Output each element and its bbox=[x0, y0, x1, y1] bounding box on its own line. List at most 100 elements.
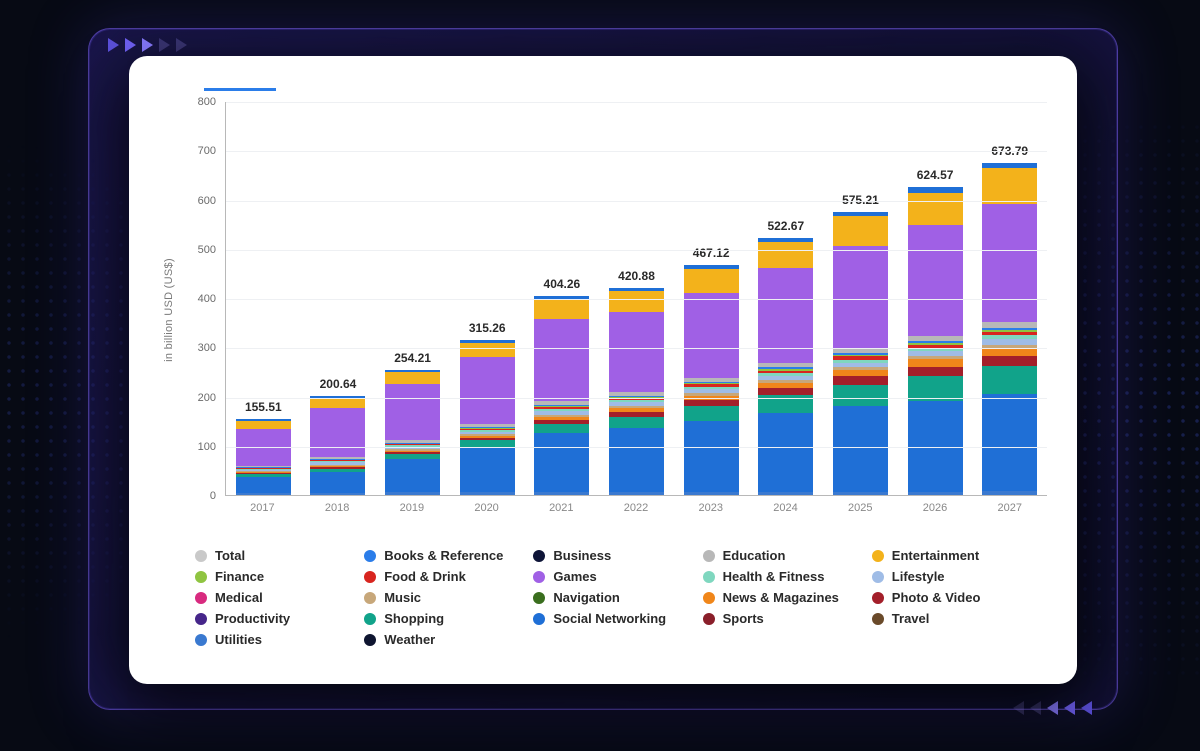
legend-item[interactable]: Health & Fitness bbox=[703, 569, 868, 584]
y-tick-label: 700 bbox=[198, 145, 216, 157]
x-tick-label: 2018 bbox=[300, 496, 375, 518]
bar-segment-entertainment bbox=[609, 291, 664, 312]
legend-item[interactable]: Finance bbox=[195, 569, 360, 584]
legend-swatch bbox=[364, 634, 376, 646]
legend-swatch bbox=[195, 550, 207, 562]
legend-item[interactable]: Photo & Video bbox=[872, 590, 1037, 605]
decor-triangles-bottom bbox=[1013, 701, 1092, 715]
legend-item[interactable]: Games bbox=[533, 569, 698, 584]
legend-label: Total bbox=[215, 548, 245, 563]
bar-segment-games bbox=[684, 293, 739, 378]
bar-segment-utilities bbox=[310, 493, 365, 495]
legend-item[interactable]: Entertainment bbox=[872, 548, 1037, 563]
legend-label: Books & Reference bbox=[384, 548, 503, 563]
bar[interactable]: 200.64 bbox=[301, 396, 376, 495]
legend-swatch bbox=[533, 592, 545, 604]
decor-triangles-top bbox=[108, 38, 187, 52]
bar-stack: 522.67 bbox=[758, 238, 813, 495]
legend-item[interactable]: Shopping bbox=[364, 611, 529, 626]
gridline bbox=[226, 250, 1047, 251]
bar-segment-entertainment bbox=[385, 372, 440, 383]
legend-item[interactable]: Sports bbox=[703, 611, 868, 626]
bar-total-label: 254.21 bbox=[394, 351, 431, 365]
gridline bbox=[226, 447, 1047, 448]
x-tick-label: 2025 bbox=[823, 496, 898, 518]
legend-label: Education bbox=[723, 548, 786, 563]
legend-swatch bbox=[533, 571, 545, 583]
bar-segment-social-networking bbox=[236, 477, 291, 493]
bar[interactable]: 673.79 bbox=[972, 163, 1047, 495]
bar-segment-utilities bbox=[758, 492, 813, 495]
legend-item[interactable]: Music bbox=[364, 590, 529, 605]
bar[interactable]: 420.88 bbox=[599, 288, 674, 495]
bar-segment-utilities bbox=[460, 492, 515, 495]
legend-label: Health & Fitness bbox=[723, 569, 825, 584]
bar-stack: 200.64 bbox=[310, 396, 365, 495]
x-tick-label: 2027 bbox=[972, 496, 1047, 518]
bar-segment-games bbox=[385, 384, 440, 440]
y-axis-label: in billion USD (US$) bbox=[163, 258, 175, 362]
bar-segment-utilities bbox=[982, 491, 1037, 495]
legend-item[interactable]: News & Magazines bbox=[703, 590, 868, 605]
legend-label: Entertainment bbox=[892, 548, 979, 563]
legend-item[interactable]: Books & Reference bbox=[364, 548, 529, 563]
bar-segment-games bbox=[609, 312, 664, 392]
legend-item[interactable]: Social Networking bbox=[533, 611, 698, 626]
bar[interactable]: 522.67 bbox=[748, 238, 823, 495]
gridline bbox=[226, 398, 1047, 399]
bar-segment-shopping bbox=[833, 385, 888, 406]
bar-segment-games bbox=[534, 319, 589, 401]
legend-swatch bbox=[195, 634, 207, 646]
bar-segment-photo-video bbox=[908, 367, 963, 376]
legend-label: News & Magazines bbox=[723, 590, 839, 605]
x-tick-label: 2020 bbox=[449, 496, 524, 518]
bar-segment-social-networking bbox=[385, 459, 440, 492]
bar-segment-shopping bbox=[684, 406, 739, 420]
legend-swatch bbox=[872, 592, 884, 604]
bar[interactable]: 404.26 bbox=[525, 296, 600, 495]
legend-item[interactable]: Travel bbox=[872, 611, 1037, 626]
legend-swatch bbox=[703, 613, 715, 625]
bar-total-label: 522.67 bbox=[767, 219, 804, 233]
legend-item[interactable]: Utilities bbox=[195, 632, 360, 647]
bar-segment-social-networking bbox=[534, 433, 589, 492]
legend-item[interactable]: Food & Drink bbox=[364, 569, 529, 584]
bar-segment-entertainment bbox=[310, 399, 365, 408]
legend-item[interactable]: Productivity bbox=[195, 611, 360, 626]
x-tick-label: 2022 bbox=[599, 496, 674, 518]
bar-total-label: 155.51 bbox=[245, 400, 282, 414]
bar-stack: 624.57 bbox=[908, 187, 963, 495]
legend-item[interactable]: Weather bbox=[364, 632, 529, 647]
bar[interactable]: 575.21 bbox=[823, 212, 898, 495]
bar-segment-social-networking bbox=[982, 394, 1037, 492]
bar-total-label: 624.57 bbox=[917, 168, 954, 182]
legend-item[interactable]: Business bbox=[533, 548, 698, 563]
legend-item[interactable]: Navigation bbox=[533, 590, 698, 605]
legend-swatch bbox=[364, 592, 376, 604]
y-tick-label: 800 bbox=[198, 96, 216, 108]
legend-item[interactable]: Lifestyle bbox=[872, 569, 1037, 584]
x-tick-label: 2023 bbox=[673, 496, 748, 518]
legend-label: Utilities bbox=[215, 632, 262, 647]
bar[interactable]: 315.26 bbox=[450, 340, 525, 495]
bar-stack: 420.88 bbox=[609, 288, 664, 495]
bar-segment-utilities bbox=[385, 492, 440, 495]
bar-segment-shopping bbox=[609, 417, 664, 428]
bar-stack: 575.21 bbox=[833, 212, 888, 495]
bar-segment-entertainment bbox=[908, 193, 963, 226]
legend-item[interactable]: Total bbox=[195, 548, 360, 563]
legend-label: Music bbox=[384, 590, 421, 605]
y-tick-label: 300 bbox=[198, 342, 216, 354]
bar-segment-games bbox=[982, 204, 1037, 322]
bar[interactable]: 624.57 bbox=[898, 187, 973, 495]
gridline bbox=[226, 102, 1047, 103]
bar-stack: 315.26 bbox=[460, 340, 515, 495]
bar[interactable]: 155.51 bbox=[226, 419, 301, 495]
bar-segment-utilities bbox=[609, 492, 664, 495]
legend-item[interactable]: Education bbox=[703, 548, 868, 563]
bar-segment-utilities bbox=[908, 492, 963, 495]
bar[interactable]: 254.21 bbox=[375, 370, 450, 495]
y-tick-label: 100 bbox=[198, 441, 216, 453]
legend-item[interactable]: Medical bbox=[195, 590, 360, 605]
x-axis-labels: 2017201820192020202120222023202420252026… bbox=[225, 496, 1047, 518]
